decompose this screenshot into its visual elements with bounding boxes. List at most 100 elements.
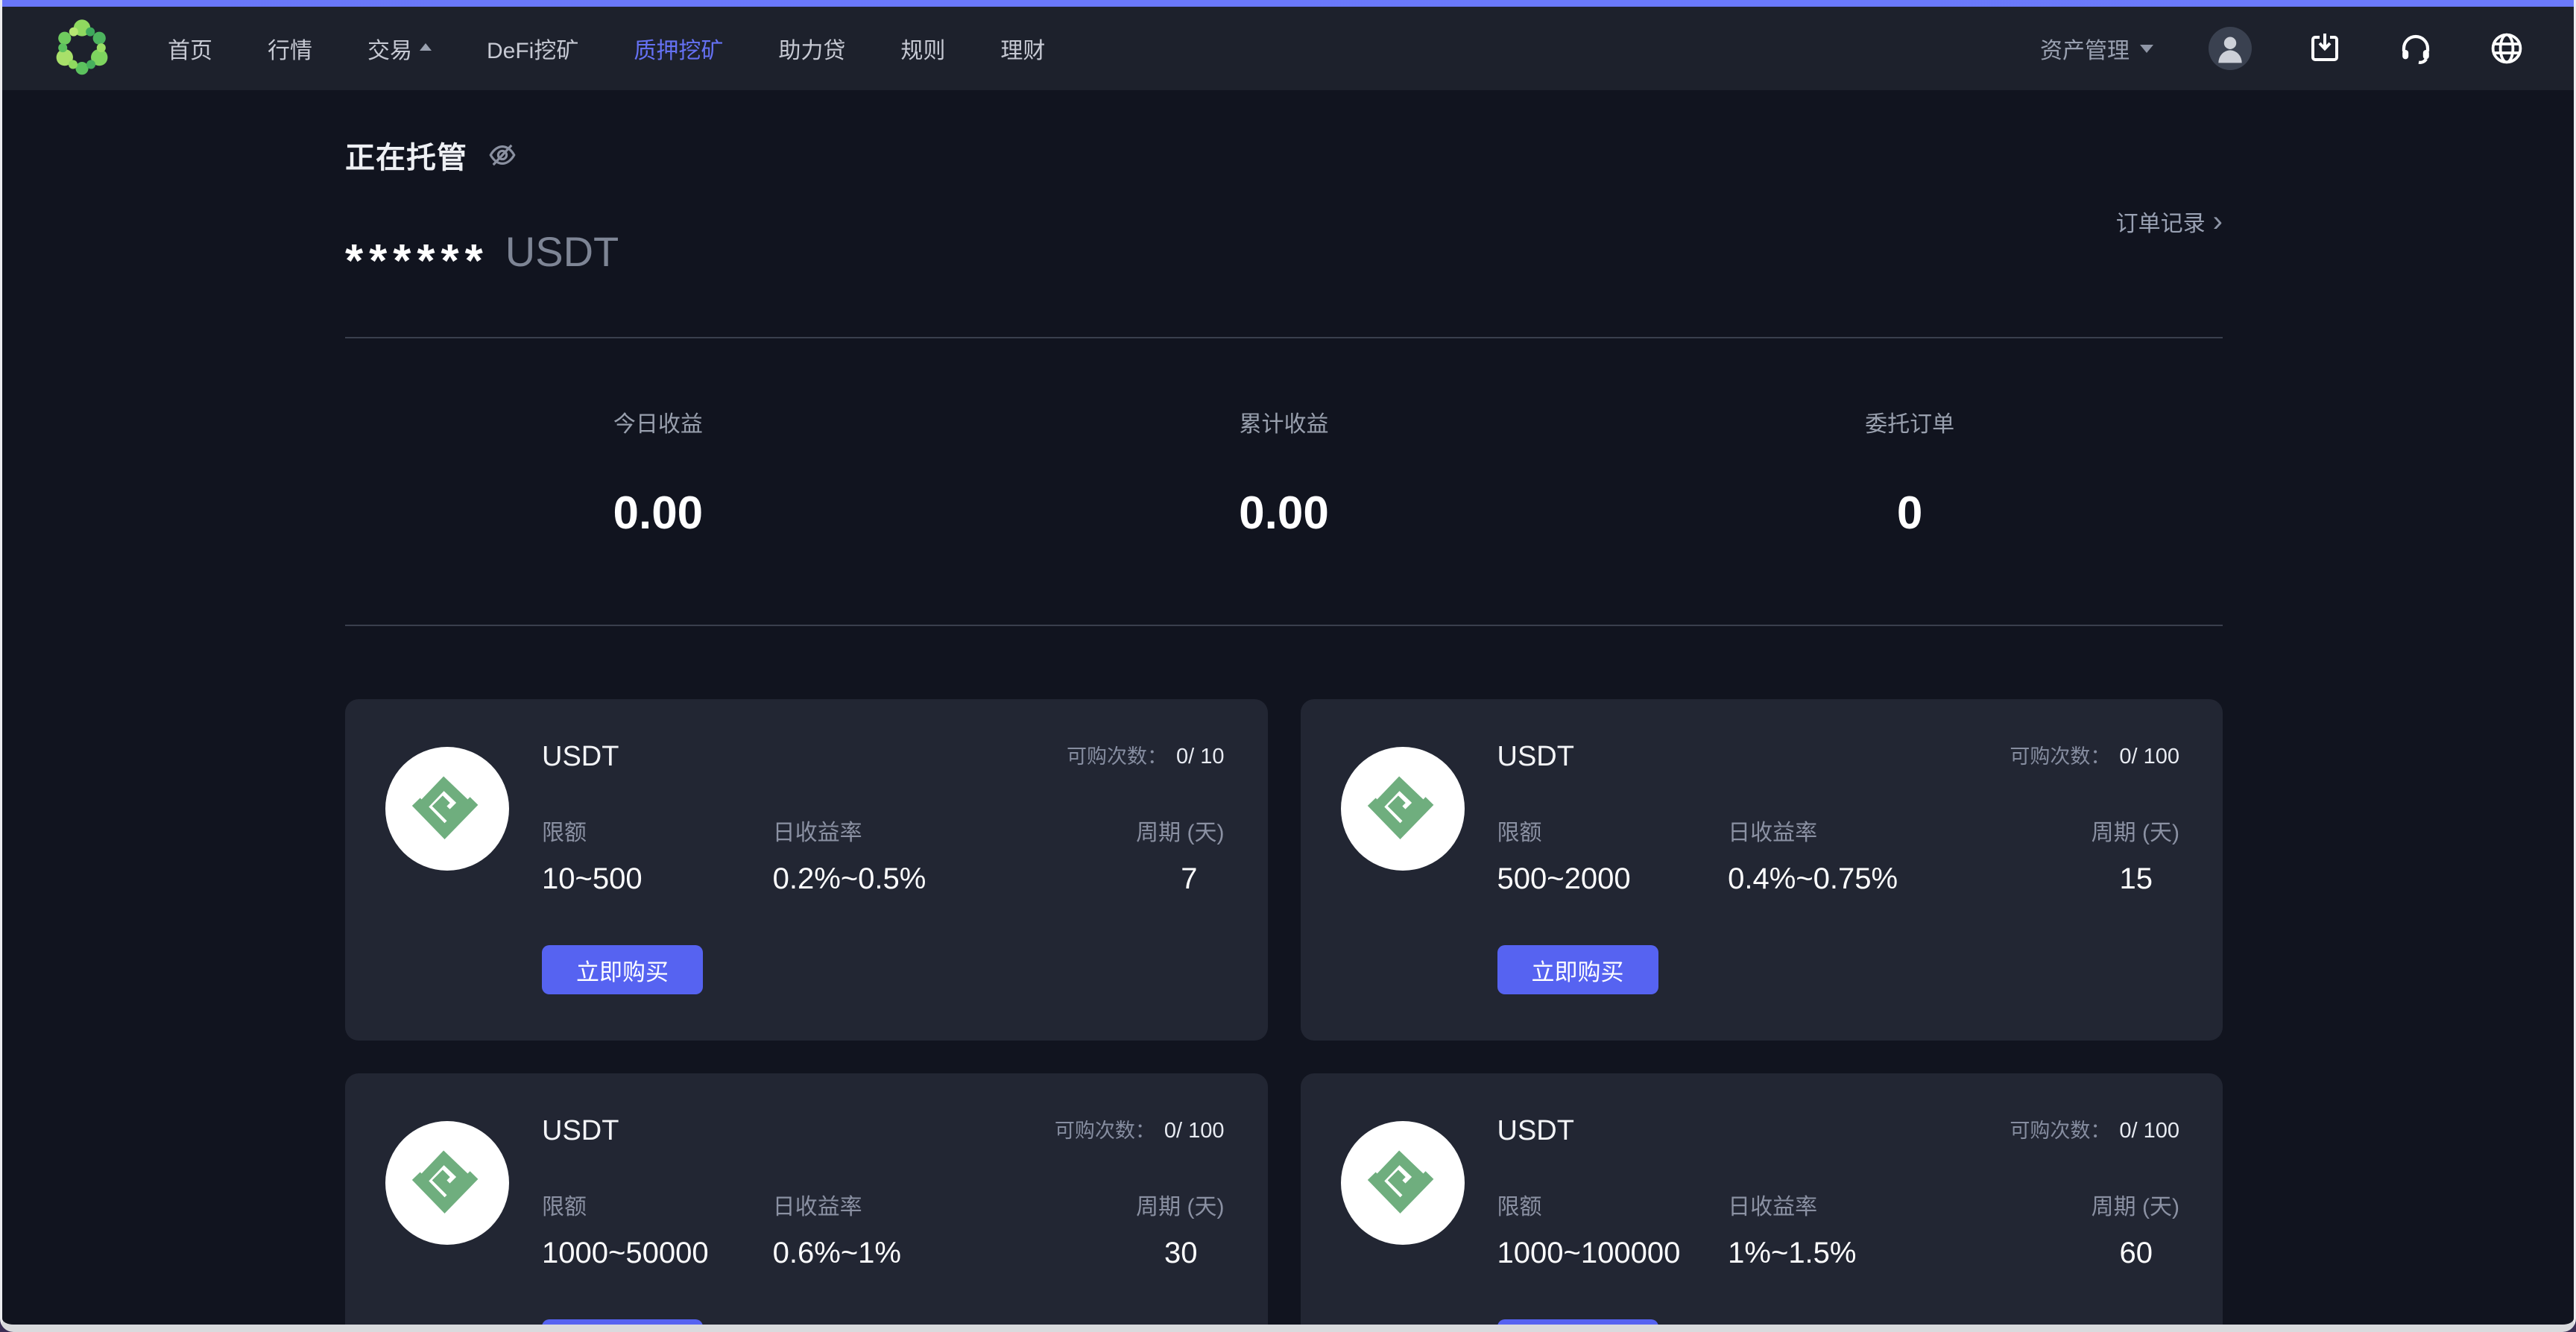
buy-count-label: 可购次数： [2010, 745, 2111, 768]
nav-label: 规则 [900, 39, 946, 63]
product-name: USDT [542, 1115, 619, 1146]
rate-value: 0.2%~0.5% [772, 862, 926, 895]
product-name: USDT [1497, 741, 1574, 772]
stat-today-earnings: 今日收益 0.00 [345, 411, 971, 538]
balance-row: ****** USDT 订单记录 › [345, 206, 2223, 287]
buy-count-label: 可购次数： [1067, 745, 1167, 768]
product-card-grid: USDT 可购次数： 0/ 10 限额 10~500 日收益率 0.2%~0.5% … [345, 699, 2223, 1325]
stat-label: 委托订单 [1865, 412, 1955, 437]
nav-label: 首页 [168, 39, 212, 63]
navbar-right: 资产管理 [2040, 27, 2525, 70]
stat-label: 累计收益 [1239, 412, 1329, 437]
nav-item-home[interactable]: 首页 [168, 32, 212, 65]
support-headset-icon[interactable] [2398, 31, 2434, 66]
stat-value: 0.00 [613, 487, 704, 539]
staking-page: 正在托管 ****** USDT 订单记录 › 今日收益 0.00 [2, 133, 2574, 1325]
buy-count-value: 0/ 10 [1176, 745, 1225, 768]
order-record-link[interactable]: 订单记录 › [2116, 205, 2223, 238]
hosting-header: 正在托管 [345, 133, 2223, 177]
balance-currency: USDT [505, 228, 619, 275]
stat-value: 0.00 [1239, 487, 1329, 539]
nav-item-boost-loan[interactable]: 助力贷 [778, 32, 845, 65]
rate-label: 日收益率 [1728, 1195, 1818, 1219]
caret-down-icon [2140, 44, 2153, 53]
product-metrics: 限额 1000~50000 日收益率 0.6%~1% 周期 (天) 30 [542, 1194, 1225, 1270]
buy-count-label: 可购次数： [2010, 1120, 2111, 1142]
order-record-label: 订单记录 [2115, 212, 2206, 236]
limit-value: 1000~50000 [542, 1237, 709, 1269]
page-title: 正在托管 [345, 142, 467, 174]
buy-now-button[interactable]: 立即购买 [1497, 945, 1658, 994]
product-card: USDT 可购次数： 0/ 10 限额 10~500 日收益率 0.2%~0.5% … [345, 699, 1268, 1041]
buy-count: 可购次数： 0/ 100 [2010, 739, 2179, 774]
buy-now-button[interactable]: 立即购买 [542, 945, 703, 994]
limit-label: 限额 [1497, 1195, 1542, 1219]
limit-value: 10~500 [542, 862, 643, 895]
stats-row: 今日收益 0.00 累计收益 0.00 委托订单 0 [345, 338, 2223, 625]
avatar-icon[interactable] [2209, 27, 2252, 70]
period-label: 周期 (天) [2091, 1195, 2179, 1219]
usdt-coin-icon [1340, 747, 1465, 871]
usdt-coin-icon [385, 747, 509, 871]
rate-value: 0.6%~1% [772, 1237, 901, 1269]
period-label: 周期 (天) [2091, 821, 2179, 845]
asset-management-dropdown[interactable]: 资产管理 [2040, 32, 2153, 65]
chevron-right-icon: › [2212, 205, 2223, 238]
rate-label: 日收益率 [1728, 821, 1818, 845]
brand-logo-icon[interactable] [50, 16, 114, 81]
buy-now-button[interactable]: 立即购买 [542, 1319, 703, 1325]
rate-value: 1%~1.5% [1728, 1237, 1857, 1269]
product-card: USDT 可购次数： 0/ 100 限额 1000~100000 日收益率 1%~1… [1300, 1073, 2223, 1325]
eye-off-icon[interactable] [487, 139, 518, 171]
limit-label: 限额 [1497, 821, 1542, 845]
rate-label: 日收益率 [772, 821, 862, 845]
limit-label: 限额 [542, 821, 587, 845]
nav-item-trade[interactable]: 交易 [367, 32, 432, 65]
limit-value: 500~2000 [1497, 862, 1631, 895]
top-accent-bar [2, 0, 2574, 7]
stat-open-orders: 委托订单 0 [1597, 411, 2223, 538]
usdt-coin-icon [1340, 1121, 1465, 1245]
period-value: 60 [2119, 1237, 2153, 1269]
masked-balance: ****** [345, 236, 489, 287]
product-name: USDT [542, 741, 619, 772]
nav-item-rules[interactable]: 规则 [900, 32, 945, 65]
period-label: 周期 (天) [1136, 821, 1225, 845]
product-card: USDT 可购次数： 0/ 100 限额 1000~50000 日收益率 0.6%~… [345, 1073, 1268, 1325]
nav-item-staking-mining[interactable]: 质押挖矿 [634, 32, 723, 65]
period-label: 周期 (天) [1136, 1195, 1225, 1219]
period-value: 7 [1181, 862, 1198, 895]
nav-label: DeFi挖矿 [487, 39, 579, 63]
product-metrics: 限额 1000~100000 日收益率 1%~1.5% 周期 (天) 60 [1497, 1194, 2180, 1270]
language-globe-icon[interactable] [2489, 31, 2525, 66]
nav-item-markets[interactable]: 行情 [268, 32, 312, 65]
buy-count-value: 0/ 100 [2119, 745, 2179, 768]
product-card: USDT 可购次数： 0/ 100 限额 500~2000 日收益率 0.4%~0.… [1300, 699, 2223, 1041]
buy-now-button[interactable]: 立即购买 [1497, 1319, 1658, 1325]
buy-count: 可购次数： 0/ 10 [1067, 739, 1225, 774]
nav-label: 助力贷 [778, 39, 846, 63]
top-navbar: 首页 行情 交易 DeFi挖矿 质押挖矿 助力贷 规则 理财 资产管理 [2, 7, 2574, 90]
buy-count-label: 可购次数： [1054, 1120, 1155, 1142]
buy-count: 可购次数： 0/ 100 [2010, 1114, 2179, 1148]
asset-management-label: 资产管理 [2040, 39, 2130, 63]
stat-total-earnings: 累计收益 0.00 [971, 411, 1597, 538]
limit-value: 1000~100000 [1497, 1237, 1681, 1269]
rate-value: 0.4%~0.75% [1728, 862, 1898, 895]
caret-up-icon [420, 43, 432, 51]
product-name: USDT [1497, 1115, 1574, 1146]
rate-label: 日收益率 [772, 1195, 862, 1219]
product-metrics: 限额 500~2000 日收益率 0.4%~0.75% 周期 (天) 15 [1497, 820, 2180, 896]
stat-value: 0 [1896, 487, 1923, 539]
download-icon[interactable] [2307, 31, 2343, 66]
limit-label: 限额 [542, 1195, 587, 1219]
period-value: 15 [2119, 862, 2153, 895]
buy-count-value: 0/ 100 [2119, 1119, 2179, 1143]
divider [345, 337, 2223, 338]
product-metrics: 限额 10~500 日收益率 0.2%~0.5% 周期 (天) 7 [542, 820, 1225, 896]
nav-item-wealth[interactable]: 理财 [1000, 32, 1045, 65]
nav-label: 理财 [1000, 39, 1046, 63]
nav-item-defi-mining[interactable]: DeFi挖矿 [487, 32, 578, 65]
period-value: 30 [1164, 1237, 1198, 1269]
